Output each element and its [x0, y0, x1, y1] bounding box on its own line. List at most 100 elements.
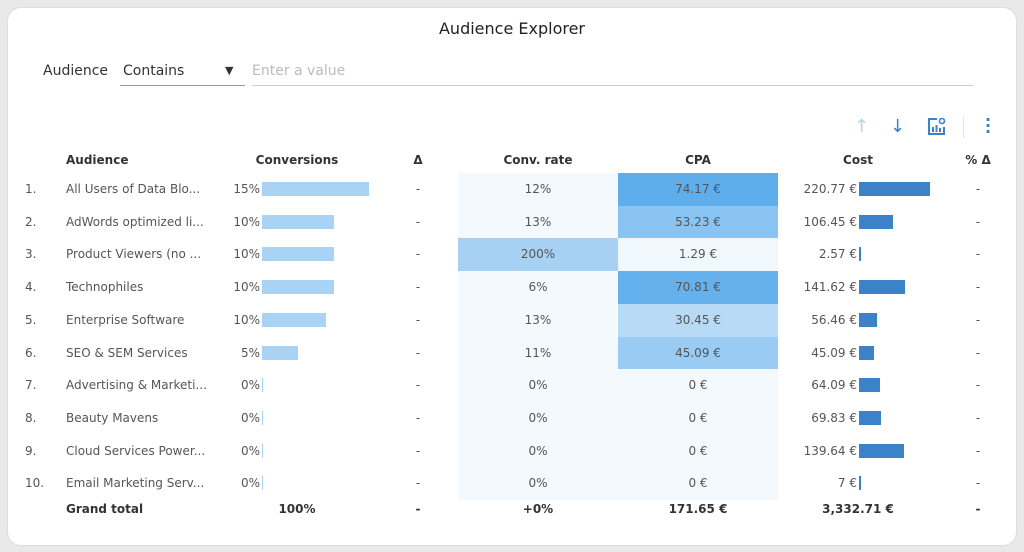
conv-rate-cell-bg	[458, 205, 618, 239]
cost-bar	[859, 280, 905, 295]
conv-rate-value: 13%	[524, 312, 552, 327]
cost-value: 45.09 €	[811, 345, 857, 360]
cost-bar	[859, 345, 874, 360]
grand-total-label: Grand total	[66, 502, 144, 516]
pct-delta-value: -	[975, 443, 981, 458]
grand-total-pct-delta: -	[975, 502, 981, 516]
conversions-bar	[262, 247, 334, 262]
grand-total-conv-rate: +0%	[522, 502, 554, 516]
conversions-bar	[262, 182, 370, 196]
row-index: 5.	[25, 312, 37, 327]
cost-bar	[859, 410, 882, 425]
dropdown-arrow-icon: ▼	[225, 64, 234, 77]
conv-rate-value: 0%	[528, 378, 548, 393]
cost-value: 220.77 €	[803, 182, 857, 196]
pct-delta-value: -	[975, 345, 981, 360]
cost-bar	[859, 182, 931, 196]
grand-total-conversions: 100%	[278, 502, 316, 516]
cpa-cell-bg	[618, 369, 778, 403]
cost-bar	[859, 312, 878, 327]
row-index: 3.	[25, 247, 37, 262]
cpa-cell-bg	[618, 205, 778, 239]
audience-name: Cloud Services Power...	[66, 443, 206, 458]
conv-rate-cell-bg	[458, 434, 618, 468]
conversions-bar	[262, 410, 263, 425]
conversions-bar	[262, 312, 327, 327]
conv-rate-value: 11%	[524, 345, 552, 360]
pct-delta-value: -	[975, 476, 981, 491]
delta-value: -	[415, 378, 421, 393]
cpa-cell-bg	[618, 271, 778, 305]
conv-rate-value: 0%	[528, 443, 548, 458]
delta-value: -	[415, 443, 421, 458]
header-delta[interactable]: Δ	[413, 153, 423, 167]
audience-name: Product Viewers (no ...	[66, 247, 202, 262]
delta-value: -	[415, 280, 421, 295]
conv-rate-value: 6%	[528, 280, 548, 295]
conversions-value: 0%	[240, 410, 260, 425]
conversions-value: 0%	[240, 443, 260, 458]
conv-rate-cell-bg	[458, 303, 618, 337]
filter-field-label: Audience	[43, 63, 109, 79]
pct-delta-value: -	[975, 214, 981, 229]
audience-name: SEO & SEM Services	[66, 345, 188, 360]
conversions-value: 5%	[240, 345, 260, 360]
row-index: 4.	[25, 280, 37, 295]
delta-value: -	[415, 214, 421, 229]
delta-value: -	[415, 312, 421, 327]
cpa-value: 0 €	[688, 476, 708, 491]
cpa-value: 0 €	[688, 443, 708, 458]
cpa-value: 70.81 €	[675, 280, 721, 295]
arrow-up-icon[interactable]: ↑	[854, 116, 870, 137]
conv-rate-cell-bg	[458, 369, 618, 403]
conversions-bar	[262, 345, 298, 360]
cost-bar	[859, 378, 880, 393]
conversions-value: 10%	[233, 247, 260, 262]
grand-total-cost: 3,332.71 €	[822, 502, 894, 516]
conversions-value: 10%	[233, 312, 260, 327]
conv-rate-value: 0%	[528, 476, 548, 491]
row-index: 9.	[25, 443, 37, 458]
delta-value: -	[415, 410, 421, 425]
cpa-value: 45.09 €	[675, 345, 721, 360]
operator-select[interactable]: Contains ▼	[120, 57, 245, 86]
pct-delta-value: -	[975, 182, 981, 196]
audience-name: All Users of Data Blo...	[66, 182, 201, 196]
conversions-bar	[262, 214, 334, 229]
cpa-value: 1.29 €	[678, 247, 718, 262]
filter-value-input[interactable]	[252, 57, 973, 86]
chart-settings-icon[interactable]	[926, 117, 946, 141]
conv-rate-cell-bg	[458, 401, 618, 435]
conv-rate-cell-bg	[458, 238, 618, 272]
cpa-value: 30.45 €	[675, 312, 721, 327]
cost-bar	[859, 247, 861, 262]
header-cost[interactable]: Cost	[843, 153, 873, 167]
pct-delta-value: -	[975, 280, 981, 295]
conv-rate-cell-bg	[458, 173, 618, 206]
header-conv-rate[interactable]: Conv. rate	[503, 153, 573, 167]
cpa-value: 74.17 €	[675, 182, 721, 196]
grand-total-cpa: 171.65 €	[668, 502, 728, 516]
cpa-cell-bg	[618, 173, 778, 206]
cpa-cell-bg	[618, 401, 778, 435]
row-index: 10.	[25, 476, 45, 491]
delta-value: -	[415, 247, 421, 262]
header-pct-delta[interactable]: % Δ	[965, 153, 991, 167]
conv-rate-cell-bg	[458, 467, 618, 501]
pct-delta-value: -	[975, 378, 981, 393]
delta-value: -	[415, 476, 421, 491]
arrow-down-icon[interactable]: ↓	[890, 116, 906, 137]
delta-value: -	[415, 182, 421, 196]
header-audience[interactable]: Audience	[66, 153, 129, 167]
conv-rate-cell-bg	[458, 336, 618, 370]
more-vert-icon[interactable]: · · ·	[985, 110, 992, 141]
row-index: 7.	[25, 378, 37, 393]
conversions-value: 10%	[233, 280, 260, 295]
cost-value: 64.09 €	[811, 378, 857, 393]
conversions-value: 15%	[233, 182, 260, 196]
header-conversions[interactable]: Conversions	[255, 153, 339, 167]
grand-total-delta: -	[415, 502, 421, 516]
pct-delta-value: -	[975, 410, 981, 425]
conv-rate-cell-bg	[458, 271, 618, 305]
header-cpa[interactable]: CPA	[685, 153, 711, 167]
